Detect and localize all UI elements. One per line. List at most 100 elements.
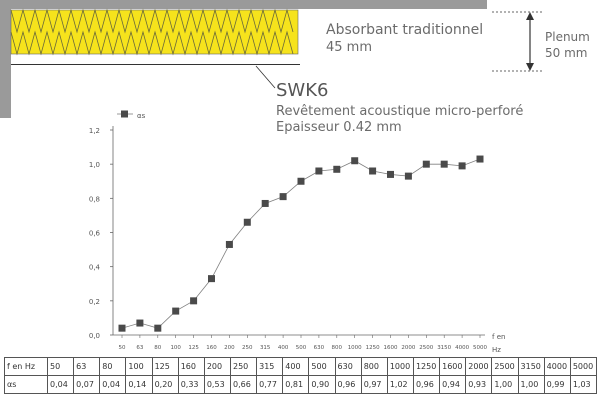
- table-cell-alpha: 0,04: [46, 375, 75, 394]
- x-tick-label: 200: [224, 345, 235, 351]
- table-cell-alpha: 0,94: [439, 375, 467, 394]
- table-cell-alpha: 0,07: [73, 375, 101, 394]
- x-tick-label: 50: [119, 345, 126, 351]
- table-cell-frequency: 315: [256, 357, 284, 376]
- absorption-table: f en Hz 50 63 80 100 125 160 200 250 315 400 500 63…: [4, 357, 598, 394]
- table-cell-alpha: 0,33: [177, 375, 205, 394]
- data-point: [422, 160, 430, 168]
- data-point: [208, 275, 215, 283]
- table-cell-alpha: 0,97: [360, 375, 388, 394]
- x-axis-unit: Hz: [492, 346, 501, 354]
- y-tick-label: 0,8: [89, 195, 100, 203]
- table-cell-alpha: 1,00: [491, 375, 519, 394]
- x-tick-label: 1250: [366, 345, 380, 351]
- table-cell-alpha: 0,14: [125, 375, 153, 394]
- table-cell-frequency: 5000: [569, 357, 598, 376]
- table-row-alpha: αs 0,04 0,07 0,04 0,14 0,20 0,33 0,53 0,66 0,77 0…: [4, 375, 598, 394]
- absorption-chart: 0,0 0,2 0,4 0,6 0,8 1,0 1,2 50 63 80 100 125 160 200 2…: [89, 110, 505, 354]
- data-point: [297, 177, 305, 185]
- x-tick-label: 1600: [384, 345, 398, 351]
- table-cell-alpha: 0,04: [99, 375, 127, 394]
- table-cell-alpha: 0,96: [334, 375, 362, 394]
- table-cell-alpha: 0,99: [543, 375, 571, 394]
- table-cell-alpha: 1,00: [517, 375, 545, 394]
- arrow-head-up: [526, 12, 534, 20]
- data-point: [333, 165, 341, 173]
- table-cell-frequency: 2000: [465, 357, 493, 376]
- x-tick-label: 400: [278, 345, 289, 351]
- y-tick-label: 1,2: [89, 127, 100, 135]
- table-cell-frequency: 50: [46, 357, 75, 376]
- x-tick-label: 5000: [473, 345, 487, 351]
- x-tick-label: 1000: [348, 345, 362, 351]
- plenum-thickness: 50 mm: [545, 46, 588, 60]
- table-cell-frequency: 200: [203, 357, 231, 376]
- x-tick-label: 4000: [455, 345, 469, 351]
- table-cell-frequency: 125: [151, 357, 179, 376]
- table-cell-frequency: 630: [334, 357, 362, 376]
- table-row-header: f en Hz: [4, 357, 48, 376]
- data-point: [351, 157, 359, 165]
- table-cell-frequency: 100: [125, 357, 153, 376]
- x-tick-label: 63: [136, 345, 143, 351]
- data-point: [369, 167, 377, 175]
- x-tick-label: 125: [188, 345, 199, 351]
- x-tick-label: 315: [260, 345, 271, 351]
- legend-marker: [121, 110, 128, 118]
- table-cell-frequency: 160: [177, 357, 205, 376]
- y-tick-label: 0,6: [89, 230, 101, 238]
- data-point: [154, 324, 162, 332]
- alpha-series: [118, 155, 484, 332]
- chart-labels: 0,0 0,2 0,4 0,6 0,8 1,0 1,2 50 63 80 100 125 160 200 2…: [89, 110, 505, 354]
- data-point: [190, 297, 198, 305]
- data-point: [136, 319, 144, 327]
- y-tick-label: 0,4: [89, 264, 101, 272]
- data-point: [476, 155, 484, 163]
- product-description: Revêtement acoustique micro-perforé: [276, 104, 524, 119]
- table-cell-alpha: 1,02: [386, 375, 414, 394]
- table-cell-frequency: 1600: [439, 357, 467, 376]
- x-tick-label: 160: [206, 345, 217, 351]
- plenum-label: Plenum: [545, 30, 590, 44]
- table-cell-frequency: 1250: [412, 357, 441, 376]
- x-tick-label: 100: [170, 345, 181, 351]
- insulation-pattern: [10, 8, 294, 56]
- chart-axes: [110, 126, 485, 338]
- table-cell-alpha: 0,66: [229, 375, 258, 394]
- data-point: [458, 162, 466, 170]
- data-point: [261, 199, 269, 207]
- table-cell-alpha: 0,96: [412, 375, 441, 394]
- wall-left: [0, 0, 11, 118]
- x-tick-label: 630: [314, 345, 325, 351]
- x-tick-label: 80: [154, 345, 161, 351]
- data-point: [225, 240, 233, 248]
- data-point: [172, 307, 180, 315]
- table-cell-frequency: 400: [282, 357, 310, 376]
- table-cell-alpha: 0,93: [465, 375, 493, 394]
- y-tick-label: 0,0: [89, 332, 100, 340]
- table-cell-frequency: 2500: [491, 357, 519, 376]
- table-cell-alpha: 1,03: [569, 375, 598, 394]
- y-tick-label: 0,2: [89, 298, 100, 306]
- table-cell-alpha: 0,77: [256, 375, 284, 394]
- table-cell-frequency: 4000: [543, 357, 571, 376]
- callout-line: [255, 65, 276, 89]
- x-tick-label: 3150: [437, 345, 451, 351]
- data-point: [279, 193, 287, 201]
- x-tick-label: 800: [332, 345, 343, 351]
- table-cell-frequency: 63: [73, 357, 101, 376]
- data-point: [440, 160, 448, 168]
- x-axis-label: f en: [492, 333, 505, 341]
- table-cell-frequency: 1000: [386, 357, 414, 376]
- legend-label: αs: [137, 112, 146, 120]
- table-cell-alpha: 0,90: [308, 375, 336, 394]
- data-point: [315, 167, 323, 175]
- product-thickness: Epaisseur 0.42 mm: [276, 120, 402, 135]
- table-row-header: αs: [4, 375, 48, 394]
- table-cell-alpha: 0,20: [151, 375, 179, 394]
- absorbant-thickness: 45 mm: [326, 40, 373, 55]
- table-cell-alpha: 0,81: [282, 375, 310, 394]
- x-tick-label: 500: [296, 345, 307, 351]
- product-name: SWK6: [276, 80, 329, 101]
- table-cell-frequency: 80: [99, 357, 127, 376]
